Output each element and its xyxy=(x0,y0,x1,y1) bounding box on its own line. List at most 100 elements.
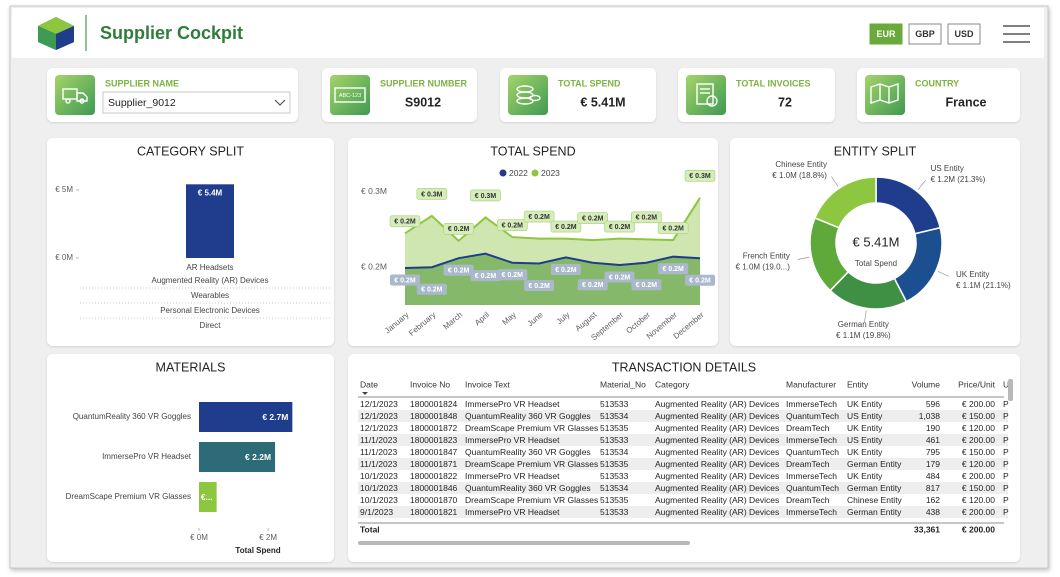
cell: DreamTech xyxy=(786,495,830,505)
cell: 1800001870 xyxy=(410,495,458,505)
slice-value: € 1.0M (18.8%) xyxy=(772,171,827,180)
cell: 484 xyxy=(926,471,940,481)
data-label: € 0.2M xyxy=(394,277,416,284)
glyph xyxy=(65,98,71,104)
cell: Augmented Reality (AR) Devices xyxy=(655,435,779,445)
currency-button[interactable]: GBP xyxy=(908,23,942,45)
cell: € 150.00 xyxy=(962,483,995,493)
cell: Augmented Reality (AR) Devices xyxy=(655,423,779,433)
column-header[interactable]: Material_No xyxy=(600,379,646,389)
currency-button[interactable]: EUR xyxy=(869,23,903,45)
column-header[interactable]: Entity xyxy=(847,379,869,389)
data-label: € 0.2M xyxy=(394,219,416,226)
button-box xyxy=(869,23,903,45)
dropdown[interactable]: Supplier_9012 xyxy=(102,91,291,114)
y-tick-label: € 0.2M xyxy=(361,262,387,272)
y-tick-label: DreamScape Premium VR Glasses xyxy=(66,492,191,501)
label-box xyxy=(470,270,501,282)
y-tick-label: ImmersePro VR Headset xyxy=(102,452,192,461)
vertical-scrollbar[interactable] xyxy=(1008,379,1013,401)
leader-line xyxy=(797,256,810,260)
column-header[interactable]: Volume xyxy=(912,379,941,389)
label-box xyxy=(685,274,715,286)
line xyxy=(404,197,701,243)
x-axis-title: Total Spend xyxy=(235,546,280,555)
cell: € 200.00 xyxy=(962,471,995,481)
column-header[interactable]: Invoice Text xyxy=(465,379,510,389)
cell: Augmented Reality (AR) Devices xyxy=(655,483,779,493)
cell: 10/1/2023 xyxy=(360,471,398,481)
label-box xyxy=(524,279,555,291)
cell: 10/1/2023 xyxy=(360,495,398,505)
kpi-label: SUPPLIER NUMBER xyxy=(380,78,468,88)
cell: 1800001872 xyxy=(410,423,458,433)
cell: 1,038 xyxy=(919,411,941,421)
currency-button[interactable]: USD xyxy=(947,23,981,45)
cell: P xyxy=(1003,423,1009,433)
menu-button[interactable] xyxy=(1000,22,1032,46)
button-box xyxy=(908,23,942,45)
cell: 12/1/2023 xyxy=(360,411,398,421)
cell: QuantumTech xyxy=(786,411,839,421)
cell: € 200.00 xyxy=(962,435,995,445)
data-label: € 0.2M xyxy=(555,267,577,274)
legend-label: 2023 xyxy=(541,168,560,178)
cell: QuantumTech xyxy=(786,447,839,457)
cell: 11/1/2023 xyxy=(360,435,397,445)
glyph xyxy=(706,95,718,107)
x-tick-label: AR Headsets xyxy=(186,263,233,272)
slice-value: € 1.1M (21.1%) xyxy=(956,281,1011,290)
cell: 1800001823 xyxy=(410,435,458,445)
cell: 817 xyxy=(926,483,940,493)
button-label: USD xyxy=(954,29,974,39)
cell: Augmented Reality (AR) Devices xyxy=(655,399,779,409)
kpi-value: € 5.41M xyxy=(580,95,625,109)
cell: € 150.00 xyxy=(962,447,995,457)
cell: 513533 xyxy=(600,507,629,517)
cell: 513533 xyxy=(600,471,629,481)
line xyxy=(404,252,701,270)
column-header[interactable]: Date xyxy=(360,379,378,389)
chart-title: TOTAL SPEND xyxy=(490,144,575,158)
slice-value: € 1.2M (21.3%) xyxy=(931,175,986,184)
column-header[interactable]: Manufacturer xyxy=(786,379,836,389)
button-label: EUR xyxy=(876,29,896,39)
cell: 513535 xyxy=(600,495,629,505)
slice-label: French Entity xyxy=(743,251,790,260)
y-tick-label: € 5M xyxy=(55,185,73,194)
cell: 1800001824 xyxy=(410,399,458,409)
cell: 11/1/2023 xyxy=(360,447,397,457)
column-header[interactable]: Price/Unit xyxy=(958,379,995,389)
horizontal-scrollbar[interactable] xyxy=(358,541,690,545)
column-header[interactable]: Category xyxy=(655,379,690,389)
cell: € 150.00 xyxy=(962,411,995,421)
card xyxy=(730,138,1020,346)
sort-indicator xyxy=(362,392,368,395)
data-label: € 0.2M xyxy=(609,224,631,231)
cell: DreamScape Premium VR Glasses xyxy=(465,495,598,505)
area xyxy=(405,253,700,305)
data-label: € 0.2M xyxy=(636,282,658,289)
kpi-icon xyxy=(55,75,95,115)
center-label: € 5.41M xyxy=(853,234,900,249)
cell: 1800001822 xyxy=(410,471,458,481)
cell: € 200.00 xyxy=(962,507,995,517)
cell: € 200.00 xyxy=(962,399,995,409)
cell: 461 xyxy=(926,435,940,445)
data-label: € 0.3M xyxy=(689,173,711,180)
label-box xyxy=(496,219,528,231)
cell: ImmerseTech xyxy=(786,435,837,445)
data-label: € 0.2M xyxy=(555,224,577,231)
cell: UK Entity xyxy=(847,423,883,433)
cell: P xyxy=(1003,483,1009,493)
column-header[interactable]: U xyxy=(1003,379,1009,389)
cell: ImmersePro VR Headset xyxy=(465,435,560,445)
column-header[interactable]: Invoice No xyxy=(410,379,450,389)
x-group-label: Wearables xyxy=(191,291,229,300)
glyph xyxy=(334,87,366,103)
cell: ImmerseTech xyxy=(786,507,837,517)
button-box xyxy=(947,23,981,45)
total-price: € 200.00 xyxy=(962,524,995,534)
cell: 190 xyxy=(926,423,940,433)
